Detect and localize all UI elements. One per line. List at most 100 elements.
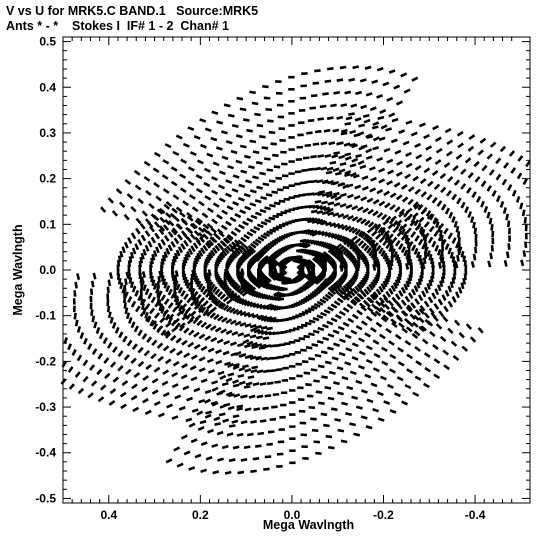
uv-point xyxy=(361,277,367,285)
uv-point xyxy=(398,208,406,216)
uv-point xyxy=(486,211,491,219)
uv-point xyxy=(413,219,419,227)
uv-point xyxy=(232,283,239,290)
uv-point xyxy=(374,310,382,317)
uv-point xyxy=(479,137,487,144)
uv-point xyxy=(95,327,101,334)
uv-point xyxy=(355,153,363,159)
uv-point xyxy=(220,328,227,334)
uv-point xyxy=(103,357,110,364)
uv-point xyxy=(278,199,286,203)
uv-point xyxy=(183,256,188,264)
uv-point xyxy=(302,284,310,290)
uv-point xyxy=(204,389,212,395)
uv-point xyxy=(394,279,400,287)
uv-point xyxy=(239,144,247,149)
uv-point xyxy=(217,315,224,322)
uv-point xyxy=(506,220,511,228)
uv-point xyxy=(261,146,269,150)
uv-point xyxy=(327,396,335,401)
uv-point xyxy=(147,240,153,248)
uv-point xyxy=(364,219,371,227)
uv-point xyxy=(263,157,271,161)
uv-point xyxy=(335,290,343,297)
uv-point xyxy=(375,233,382,240)
uv-point xyxy=(223,285,230,293)
uv-point xyxy=(211,380,219,385)
uv-point xyxy=(243,385,251,389)
uv-point xyxy=(313,288,321,295)
uv-point xyxy=(405,227,412,234)
uv-point xyxy=(314,69,321,73)
uv-point xyxy=(151,389,159,395)
uv-point xyxy=(445,190,452,197)
uv-point xyxy=(471,191,477,199)
uv-point xyxy=(244,407,252,412)
uv-point xyxy=(231,331,239,336)
uv-point xyxy=(154,232,161,240)
uv-point xyxy=(396,256,401,264)
uv-point xyxy=(346,281,353,288)
uv-point xyxy=(202,233,209,240)
uv-point xyxy=(204,258,209,266)
uv-point xyxy=(401,184,408,190)
uv-point xyxy=(307,167,315,172)
uv-point xyxy=(379,109,387,114)
uv-point xyxy=(326,277,333,285)
uv-point xyxy=(146,336,153,344)
uv-point xyxy=(318,401,325,405)
uv-point xyxy=(267,242,275,248)
uv-point xyxy=(388,112,396,118)
uv-point xyxy=(214,326,222,333)
uv-point xyxy=(140,252,145,260)
uv-point xyxy=(371,293,378,300)
uv-point xyxy=(455,241,460,249)
uv-point xyxy=(152,250,158,257)
uv-point xyxy=(330,303,338,309)
uv-point xyxy=(325,434,333,439)
uv-point xyxy=(90,280,95,288)
uv-point xyxy=(316,340,324,344)
uv-point xyxy=(333,281,340,289)
uv-point xyxy=(385,275,390,283)
uv-point xyxy=(165,201,173,208)
uv-point xyxy=(322,296,329,302)
uv-point xyxy=(376,391,384,397)
uv-point xyxy=(351,395,359,400)
uv-point xyxy=(257,282,264,289)
uv-point xyxy=(256,369,264,374)
uv-point xyxy=(325,190,333,195)
uv-point xyxy=(452,165,459,172)
uv-point xyxy=(267,119,274,123)
uv-point xyxy=(380,316,388,323)
uv-point xyxy=(226,235,233,242)
uv-point xyxy=(398,243,404,250)
uv-point xyxy=(274,238,281,243)
uv-point xyxy=(202,288,209,296)
uv-point xyxy=(139,276,144,284)
uv-point xyxy=(333,90,341,95)
uv-point xyxy=(446,139,454,146)
uv-point xyxy=(228,458,236,463)
uv-point xyxy=(343,239,350,246)
uv-point xyxy=(206,223,214,230)
uv-point xyxy=(137,346,144,354)
uv-point xyxy=(137,329,143,337)
uv-point xyxy=(207,207,214,213)
uv-point xyxy=(165,247,171,255)
uv-point xyxy=(499,145,507,153)
uv-point xyxy=(412,391,420,397)
uv-point xyxy=(344,121,352,126)
uv-point xyxy=(275,176,282,180)
uv-point xyxy=(405,120,413,125)
uv-point xyxy=(461,345,469,352)
uv-point xyxy=(157,242,163,250)
uv-point xyxy=(212,286,218,293)
uv-point xyxy=(436,200,443,208)
uv-point xyxy=(193,257,199,265)
uv-point xyxy=(204,335,212,341)
uv-point xyxy=(415,360,423,366)
uv-point xyxy=(360,218,367,225)
uv-point xyxy=(490,224,494,231)
uv-point xyxy=(314,166,321,171)
